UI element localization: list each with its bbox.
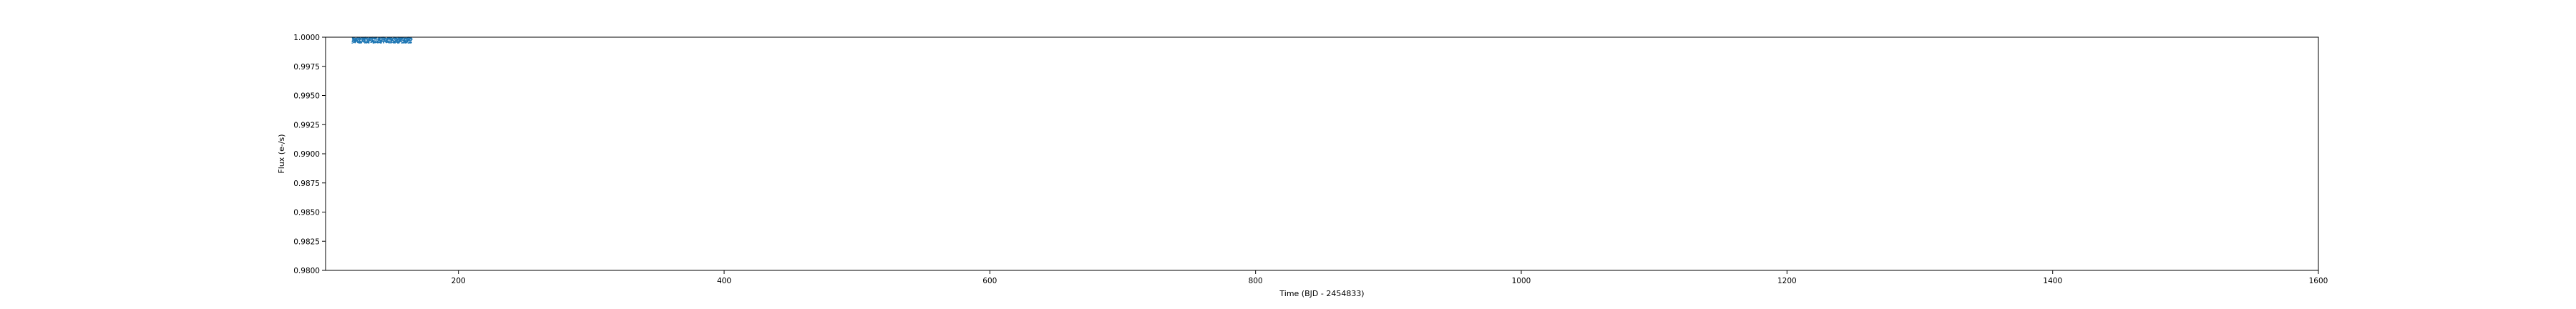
x-tick-label: 800 [1249,277,1263,285]
data-point [372,39,374,41]
y-tick-label: 0.9950 [293,92,320,101]
x-tick-label: 1600 [2309,277,2328,285]
data-point [351,42,353,44]
data-point [376,37,378,39]
data-point [402,37,404,39]
data-point [401,39,402,41]
y-axis-title: Flux (e-/s) [277,134,286,173]
x-axis-title: Time (BJD - 2454833) [1279,289,1364,298]
data-point [376,39,377,41]
data-point [357,38,359,40]
x-tick-label: 1000 [1512,277,1531,285]
data-point [356,38,358,40]
y-tick-label: 0.9850 [293,209,320,217]
x-tick-label: 600 [982,277,997,285]
data-point [394,40,396,42]
data-point [370,39,371,41]
y-tick-label: 0.9975 [293,63,320,72]
data-point [366,42,367,44]
x-tick-label: 1200 [1777,277,1797,285]
data-point [411,38,413,39]
y-tick-label: 0.9925 [293,121,320,129]
data-point [364,41,366,42]
data-point [368,41,370,42]
data-point [391,41,393,44]
data-point [411,39,413,41]
data-point [393,38,395,39]
data-point [406,41,409,43]
data-point [409,39,411,41]
data-point [365,37,367,39]
data-point [364,39,366,41]
data-point [401,40,403,42]
data-point [381,42,382,44]
data-point [361,41,363,44]
data-point [352,40,354,42]
data-point [377,41,379,42]
data-point [389,40,391,41]
data-point [381,39,384,41]
data-point [399,39,400,40]
x-tick-label: 400 [717,277,731,285]
data-point [360,39,362,41]
data-point [404,39,406,41]
data-point [401,41,402,43]
y-axis-ticks: 0.9800 0.9825 0.9850 0.9875 0.9900 0.9925 0.99… [293,34,326,275]
data-points-layer [351,36,413,44]
y-tick-label: 1.0000 [293,34,320,42]
data-point [375,41,376,42]
data-point [406,40,407,41]
y-tick-label: 0.9825 [293,237,320,246]
data-point [379,38,381,39]
x-axis-ticks: 200 400 600 800 1000 1200 1400 1600 [452,270,2328,285]
data-point [411,41,412,44]
data-point [357,39,359,41]
data-point [379,39,381,41]
y-tick-label: 0.9875 [293,180,320,188]
data-point [368,41,370,44]
data-point [371,41,372,43]
data-point [396,37,398,39]
data-point [383,42,385,44]
data-point [393,40,395,41]
data-point [390,42,391,44]
y-tick-label: 0.9800 [293,267,320,275]
data-point [401,38,404,40]
data-point [377,41,379,44]
data-point [374,40,375,41]
x-tick-label: 200 [452,277,466,285]
data-point [410,41,411,42]
data-point [358,42,360,44]
x-tick-label: 1400 [2043,277,2062,285]
y-tick-label: 0.9900 [293,150,320,159]
